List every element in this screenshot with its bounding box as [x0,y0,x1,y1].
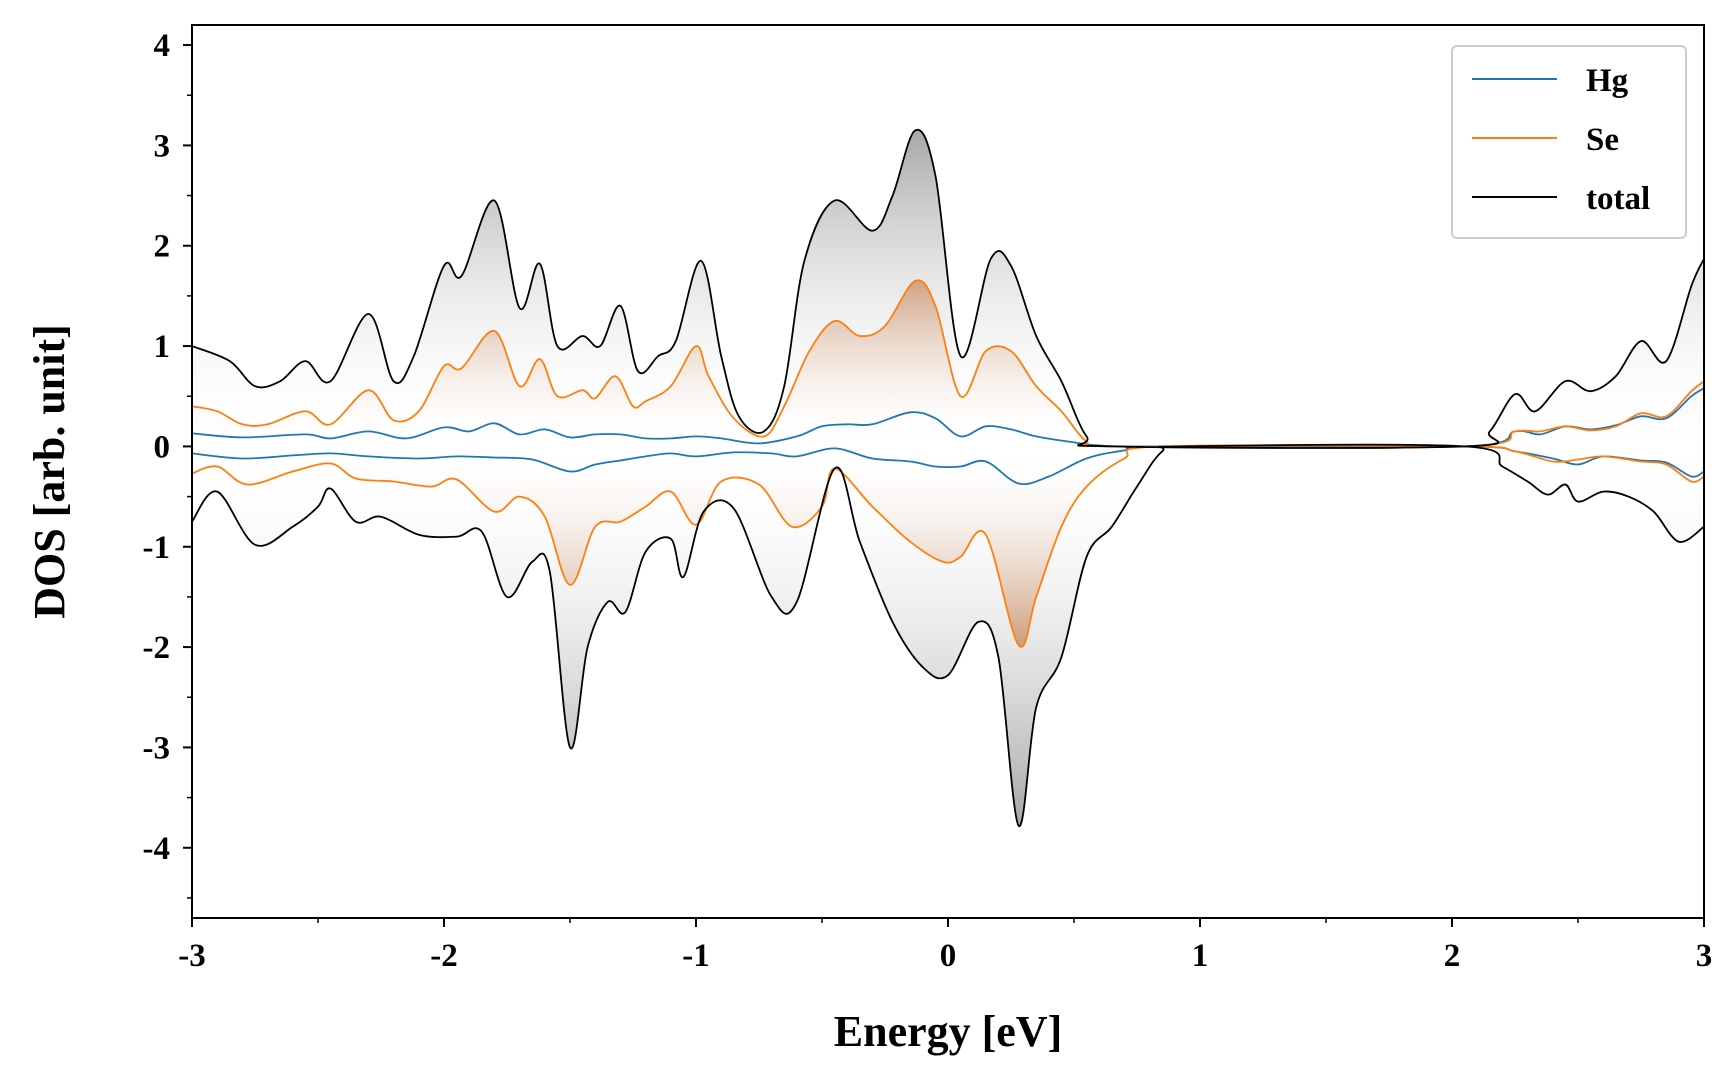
se-up-fill [192,280,1704,448]
legend-label-hg: Hg [1586,63,1629,99]
total-down-line [191,443,1705,827]
legend: Hg Se total [1451,45,1687,239]
x-tick-label: 2 [1444,938,1461,974]
x-tick-label: -1 [682,938,710,974]
y-tick-label: -1 [143,530,171,566]
y-axis-title: DOS [arb. unit] [25,324,74,619]
y-tick-label: -2 [143,630,171,666]
y-tick-label: 4 [154,28,171,64]
y-tick-label: 3 [154,128,171,164]
y-tick-label: -3 [143,730,171,766]
y-tick-label: 2 [154,229,171,265]
x-axis-title: Energy [eV] [834,1007,1063,1056]
legend-label-se: Se [1586,122,1619,158]
hg-down-line [191,444,1705,485]
legend-box [1451,45,1687,239]
x-tick-label: -3 [178,938,206,974]
total-up-line [191,128,1705,449]
y-tick-label: 0 [154,429,171,465]
x-tick-label: -2 [430,938,458,974]
y-tick-label: -4 [143,831,171,867]
legend-label-total: total [1586,181,1650,217]
hg-up-line [191,387,1705,449]
x-tick-label: 1 [1192,938,1209,974]
x-tick-label: 3 [1696,938,1713,974]
x-tick-label: 0 [940,938,957,974]
se-down-fill [192,445,1704,647]
se-up-line [191,279,1705,449]
total-up-fill [192,129,1704,448]
y-tick-label: 1 [154,329,171,365]
series-lines [191,128,1705,827]
axes: -3 -2 -1 0 1 2 3 -4 -3 -2 -1 0 1 2 3 4 [143,24,1713,974]
